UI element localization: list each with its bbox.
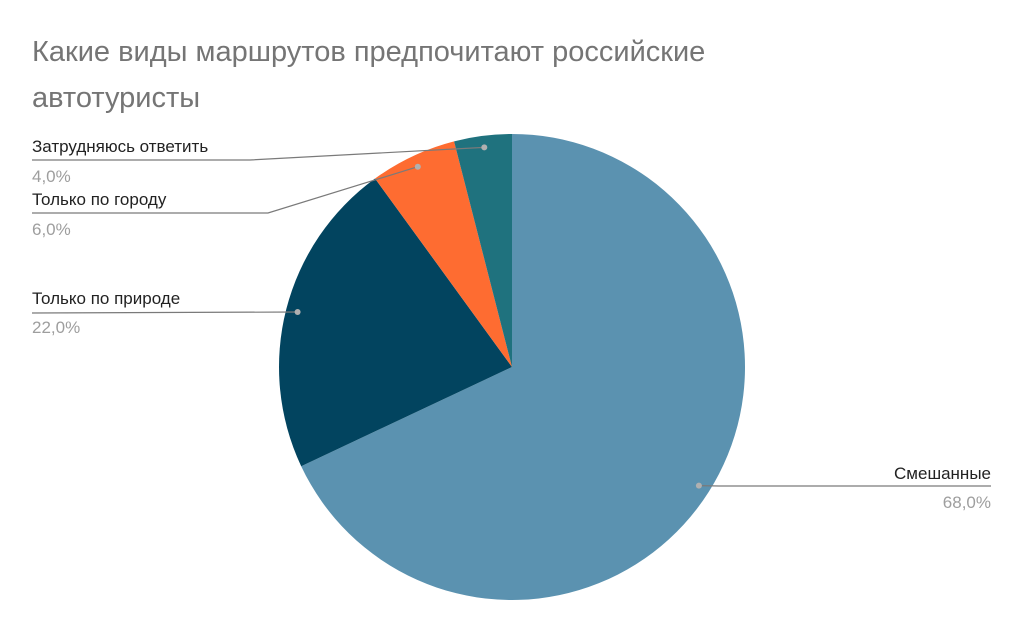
leader-line-nature	[31, 311, 298, 314]
pie-slices	[279, 134, 746, 600]
leader-line-city	[32, 166, 418, 214]
leader-dot-city	[414, 163, 421, 170]
chart-title-line-1: Какие виды маршрутов предпочитают россий…	[32, 36, 705, 68]
leader-dot-undecided	[481, 144, 488, 151]
pie-slice-mixed	[301, 134, 746, 600]
slice-value-city: 6,0%	[32, 220, 71, 239]
leader-dot-mixed	[695, 482, 702, 489]
leader-dot-nature	[294, 309, 301, 315]
slice-label-nature: Только по природе	[32, 289, 180, 308]
chart-title-line-2: автотуристы	[32, 82, 200, 114]
slice-value-undecided: 4,0%	[32, 167, 71, 186]
pie-slice-undecided	[454, 134, 512, 367]
slice-label-mixed: Смешанные	[894, 464, 991, 483]
leader-lines	[31, 144, 991, 489]
pie-slice-nature	[279, 178, 512, 467]
slice-value-nature: 22,0%	[32, 318, 80, 337]
pie-slice-city	[375, 141, 512, 367]
leader-line-undecided	[32, 146, 485, 161]
slice-value-mixed: 68,0%	[943, 493, 991, 512]
slice-label-city: Только по городу	[32, 190, 167, 209]
slice-label-undecided: Затрудняюсь ответить	[32, 137, 208, 156]
